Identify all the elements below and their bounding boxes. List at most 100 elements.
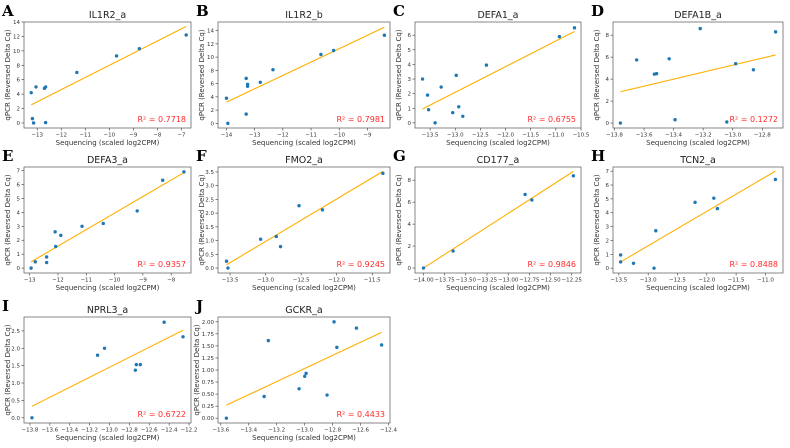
x-tick-label: −13.8 bbox=[606, 133, 623, 139]
x-tick-label: −13.6 bbox=[636, 133, 653, 139]
x-tick-label: −9 bbox=[363, 133, 372, 139]
y-tick-label: 12 bbox=[207, 42, 214, 48]
y-tick-label: 1.5 bbox=[205, 225, 214, 231]
x-tick-label: −12.5 bbox=[669, 278, 686, 284]
y-tick-label: 8 bbox=[17, 63, 21, 69]
data-point bbox=[618, 121, 623, 125]
y-tick-label: 6 bbox=[211, 82, 215, 88]
y-tick-label: 14 bbox=[207, 29, 214, 35]
data-point bbox=[274, 234, 278, 239]
data-point bbox=[44, 255, 49, 259]
y-tick-label: 1.00 bbox=[202, 368, 215, 374]
panel-letter: G bbox=[393, 147, 406, 165]
y-tick-label: 6 bbox=[408, 33, 412, 39]
y-tick-label: 8 bbox=[408, 178, 412, 184]
regression-line bbox=[226, 331, 382, 406]
data-point bbox=[101, 221, 105, 226]
data-point bbox=[618, 253, 623, 257]
panel-j: J GCKR_a −13.6 −13.4 −13.2 −13.0 −12.8 −12.6 −12… bbox=[193, 297, 398, 442]
y-tick-label: 0 bbox=[17, 266, 21, 272]
data-point bbox=[114, 54, 119, 58]
y-tick-label: 6 bbox=[17, 78, 21, 84]
y-tick-label: 14 bbox=[13, 20, 20, 26]
x-tick-label: −12.75 bbox=[519, 278, 540, 284]
panel-title: IL1R2_b bbox=[285, 10, 323, 21]
data-point bbox=[43, 120, 48, 125]
r-squared-label: R² = 0.1272 bbox=[729, 115, 778, 124]
x-tick-label: −11.5 bbox=[728, 278, 745, 284]
panel-letter: I bbox=[2, 297, 9, 315]
data-point bbox=[712, 196, 716, 200]
y-tick-label: 3.5 bbox=[205, 170, 214, 176]
data-point bbox=[426, 108, 431, 112]
data-point bbox=[138, 362, 143, 367]
data-point bbox=[457, 105, 461, 109]
regression-line bbox=[31, 329, 184, 407]
data-point bbox=[224, 259, 229, 263]
data-point bbox=[31, 121, 36, 125]
y-tick-label: 4 bbox=[408, 222, 412, 228]
panel-f: F FMO2_a −13.5 −13.0 −12.5 −12.0 −11.5 0.0 0.5 1.… bbox=[196, 147, 391, 292]
data-point bbox=[523, 192, 527, 197]
y-tick-label: 0.75 bbox=[202, 380, 215, 386]
r-squared-label: R² = 0.7981 bbox=[336, 115, 385, 124]
x-tick-label: −10 bbox=[103, 133, 115, 139]
y-tick-label: 0 bbox=[17, 121, 21, 127]
y-tick-label: 2.5 bbox=[205, 197, 214, 203]
panel-title: NPRL3_a bbox=[87, 305, 128, 316]
data-point bbox=[44, 260, 49, 265]
axes-frame bbox=[23, 316, 192, 424]
y-tick-label: 0.0 bbox=[11, 416, 20, 422]
y-tick-label: 10 bbox=[13, 49, 20, 55]
y-tick-label: 0 bbox=[211, 121, 215, 127]
x-tick-label: −13.50 bbox=[456, 278, 477, 284]
data-point bbox=[244, 76, 248, 81]
data-point bbox=[433, 121, 437, 125]
x-tick-label: −13 bbox=[24, 278, 36, 284]
data-point bbox=[278, 244, 283, 249]
y-tick-label: 1 bbox=[606, 252, 610, 258]
r-squared-label: R² = 0.9846 bbox=[527, 260, 576, 269]
axes-frame bbox=[23, 21, 192, 129]
y-tick-label: 0 bbox=[606, 121, 610, 127]
data-point bbox=[461, 114, 465, 119]
data-point bbox=[102, 346, 107, 350]
r-squared-label: R² = 0.6722 bbox=[137, 410, 186, 419]
regression-line bbox=[30, 172, 185, 263]
x-tick-label: −11 bbox=[305, 133, 317, 139]
x-tick-label: −13.4 bbox=[665, 133, 682, 139]
x-tick-label: −11.0 bbox=[547, 133, 564, 139]
x-tick-label: −13.8 bbox=[22, 428, 39, 434]
x-tick-label: −11 bbox=[80, 278, 92, 284]
x-tick-label: −13.4 bbox=[61, 428, 78, 434]
y-tick-label: 1.5 bbox=[11, 364, 20, 370]
panel-b: B IL1R2_b −14 −13 −12 −11 −10 −9 0 2 4 6 8 10 12 14 Sequ… bbox=[196, 2, 391, 147]
data-point bbox=[43, 85, 48, 89]
data-point bbox=[54, 244, 58, 249]
data-point bbox=[75, 70, 79, 75]
x-axis-label: Sequencing (scaled log2CPM) bbox=[56, 284, 160, 292]
data-point bbox=[751, 68, 756, 72]
y-tick-label: 6 bbox=[606, 183, 610, 189]
panel-title: DEFA1B_a bbox=[674, 10, 722, 21]
y-axis-label: qPCR (Reversed Delta Cq) bbox=[198, 29, 206, 120]
y-tick-label: 2 bbox=[17, 107, 21, 113]
x-tick-label: −12.6 bbox=[141, 428, 158, 434]
x-tick-label: −12.5 bbox=[472, 133, 489, 139]
data-point bbox=[320, 208, 325, 212]
data-point bbox=[421, 266, 426, 270]
x-tick-label: −10 bbox=[109, 278, 121, 284]
data-point bbox=[160, 178, 165, 182]
y-tick-label: 0.5 bbox=[11, 398, 20, 404]
x-tick-label: −13 bbox=[31, 133, 43, 139]
y-tick-label: 3 bbox=[17, 224, 21, 230]
x-tick-label: −13 bbox=[249, 133, 261, 139]
panel-title: DEFA3_a bbox=[87, 155, 128, 166]
y-tick-label: 4 bbox=[17, 92, 21, 98]
y-axis-label: qPCR (Reversed Delta Cq) bbox=[395, 29, 403, 120]
regression-line bbox=[620, 54, 776, 93]
y-tick-label: 0.50 bbox=[202, 392, 215, 398]
data-point bbox=[137, 46, 142, 51]
x-tick-label: −8 bbox=[153, 133, 162, 139]
y-tick-label: 2.0 bbox=[11, 346, 20, 352]
